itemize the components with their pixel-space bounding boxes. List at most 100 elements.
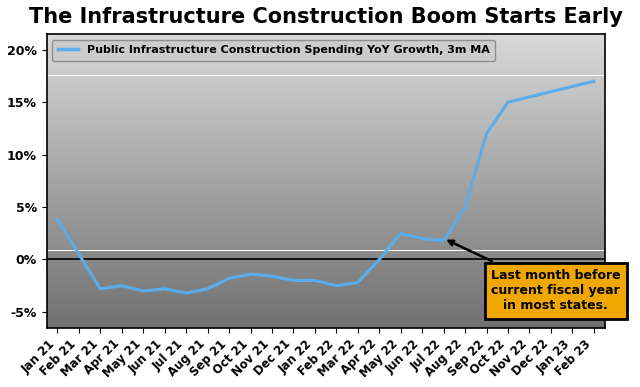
- Bar: [47, 209, 605, 210]
- Bar: [47, 264, 605, 265]
- Bar: [47, 284, 605, 285]
- Bar: [47, 278, 605, 279]
- Bar: [47, 98, 605, 99]
- Bar: [47, 51, 605, 53]
- Bar: [47, 262, 605, 263]
- Bar: [47, 124, 605, 125]
- Bar: [47, 182, 605, 183]
- Bar: [47, 314, 605, 315]
- Bar: [47, 294, 605, 295]
- Bar: [47, 239, 605, 240]
- Bar: [47, 325, 605, 327]
- Title: The Infrastructure Construction Boom Starts Early: The Infrastructure Construction Boom Sta…: [29, 7, 623, 27]
- Bar: [47, 268, 605, 269]
- Bar: [47, 106, 605, 108]
- Bar: [47, 177, 605, 178]
- Bar: [47, 271, 605, 272]
- Bar: [47, 49, 605, 50]
- Bar: [47, 242, 605, 243]
- Bar: [47, 36, 605, 38]
- Bar: [47, 80, 605, 81]
- Bar: [47, 128, 605, 130]
- Bar: [47, 179, 605, 180]
- Bar: [47, 154, 605, 155]
- Text: Last month before
current fiscal year
in most states.: Last month before current fiscal year in…: [449, 241, 620, 312]
- Bar: [47, 299, 605, 300]
- Bar: [47, 112, 605, 113]
- Bar: [47, 142, 605, 144]
- Bar: [47, 180, 605, 182]
- Bar: [47, 127, 605, 128]
- Bar: [47, 208, 605, 209]
- Bar: [47, 159, 605, 161]
- Bar: [47, 324, 605, 325]
- Bar: [47, 92, 605, 93]
- Bar: [47, 229, 605, 230]
- Bar: [47, 187, 605, 188]
- Bar: [47, 286, 605, 287]
- Bar: [47, 200, 605, 201]
- Bar: [47, 84, 605, 85]
- Bar: [47, 158, 605, 159]
- Bar: [47, 140, 605, 141]
- Bar: [47, 207, 605, 208]
- Bar: [47, 85, 605, 86]
- Bar: [47, 276, 605, 277]
- Bar: [47, 118, 605, 119]
- Bar: [47, 70, 605, 71]
- Bar: [47, 186, 605, 187]
- Bar: [47, 151, 605, 152]
- Bar: [47, 175, 605, 176]
- Bar: [47, 197, 605, 199]
- Bar: [47, 184, 605, 185]
- Bar: [47, 300, 605, 301]
- Bar: [47, 293, 605, 294]
- Bar: [47, 42, 605, 43]
- Bar: [47, 133, 605, 134]
- Bar: [47, 296, 605, 298]
- Bar: [47, 63, 605, 64]
- Bar: [47, 248, 605, 249]
- Bar: [47, 221, 605, 222]
- Bar: [47, 165, 605, 166]
- Bar: [47, 120, 605, 122]
- Bar: [47, 122, 605, 123]
- Bar: [47, 65, 605, 66]
- Bar: [47, 104, 605, 105]
- Bar: [47, 279, 605, 281]
- Bar: [47, 231, 605, 232]
- Legend: Public Infrastructure Construction Spending YoY Growth, 3m MA: Public Infrastructure Construction Spend…: [52, 39, 495, 61]
- Bar: [47, 212, 605, 214]
- Bar: [47, 89, 605, 91]
- Bar: [47, 150, 605, 151]
- Bar: [47, 152, 605, 154]
- Bar: [47, 96, 605, 98]
- Bar: [47, 111, 605, 112]
- Bar: [47, 103, 605, 104]
- Bar: [47, 269, 605, 270]
- Bar: [47, 204, 605, 205]
- Bar: [47, 116, 605, 117]
- Bar: [47, 216, 605, 217]
- Bar: [47, 93, 605, 94]
- Bar: [47, 55, 605, 56]
- Bar: [47, 62, 605, 63]
- Bar: [47, 126, 605, 127]
- Bar: [47, 210, 605, 211]
- Bar: [47, 161, 605, 162]
- Bar: [47, 224, 605, 225]
- Bar: [47, 45, 605, 46]
- Bar: [47, 144, 605, 145]
- Bar: [47, 214, 605, 215]
- Bar: [47, 260, 605, 261]
- Bar: [47, 328, 605, 329]
- Bar: [47, 259, 605, 260]
- Bar: [47, 72, 605, 73]
- Bar: [47, 166, 605, 168]
- Bar: [47, 130, 605, 131]
- Bar: [47, 246, 605, 247]
- Bar: [47, 176, 605, 177]
- Bar: [47, 102, 605, 103]
- Bar: [47, 236, 605, 237]
- Bar: [47, 245, 605, 246]
